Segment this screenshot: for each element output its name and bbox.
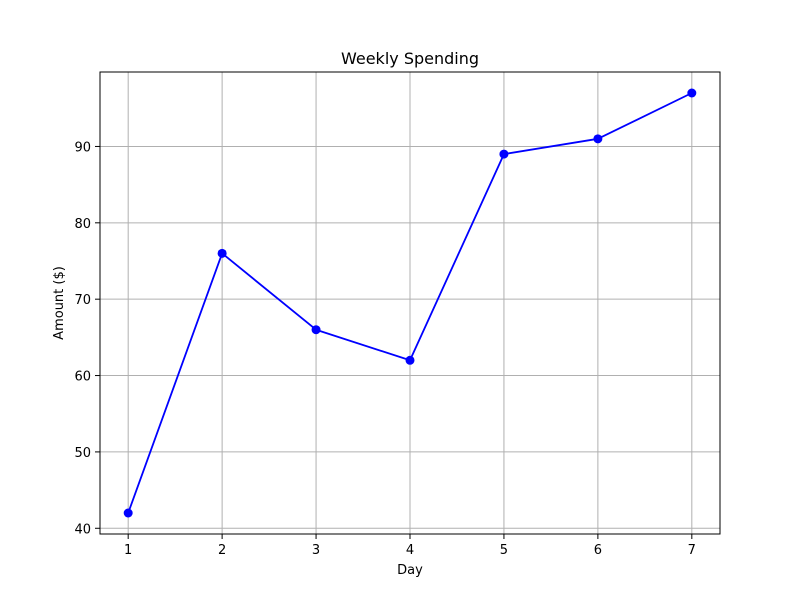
- y-tick-label: 70: [74, 293, 91, 308]
- y-tick-label: 50: [74, 446, 91, 461]
- y-tick-label: 40: [74, 522, 91, 537]
- data-point: [217, 248, 227, 258]
- y-tick-label: 60: [74, 370, 91, 385]
- data-point: [499, 149, 509, 159]
- x-tick-label: 5: [500, 543, 508, 558]
- data-point: [123, 508, 133, 518]
- grid-lines: [100, 72, 720, 534]
- x-tick-label: 6: [594, 543, 602, 558]
- data-point: [311, 325, 321, 335]
- data-point: [593, 134, 603, 144]
- x-tick-label: 2: [218, 543, 226, 558]
- x-tick-label: 1: [124, 543, 132, 558]
- data-point: [687, 88, 697, 98]
- y-tick-label: 80: [74, 217, 91, 232]
- x-tick-label: 4: [406, 543, 414, 558]
- y-axis-label: Amount ($): [52, 266, 67, 340]
- axis-ticks: 1 2 3 4 5 6 7 40 50 60 70 80 90: [74, 140, 696, 558]
- data-point: [405, 355, 415, 365]
- x-axis-label: Day: [397, 563, 423, 578]
- chart-title: Weekly Spending: [341, 49, 479, 68]
- series-layer: [123, 88, 697, 518]
- x-tick-label: 7: [688, 543, 696, 558]
- y-tick-label: 90: [74, 140, 91, 155]
- x-tick-label: 3: [312, 543, 320, 558]
